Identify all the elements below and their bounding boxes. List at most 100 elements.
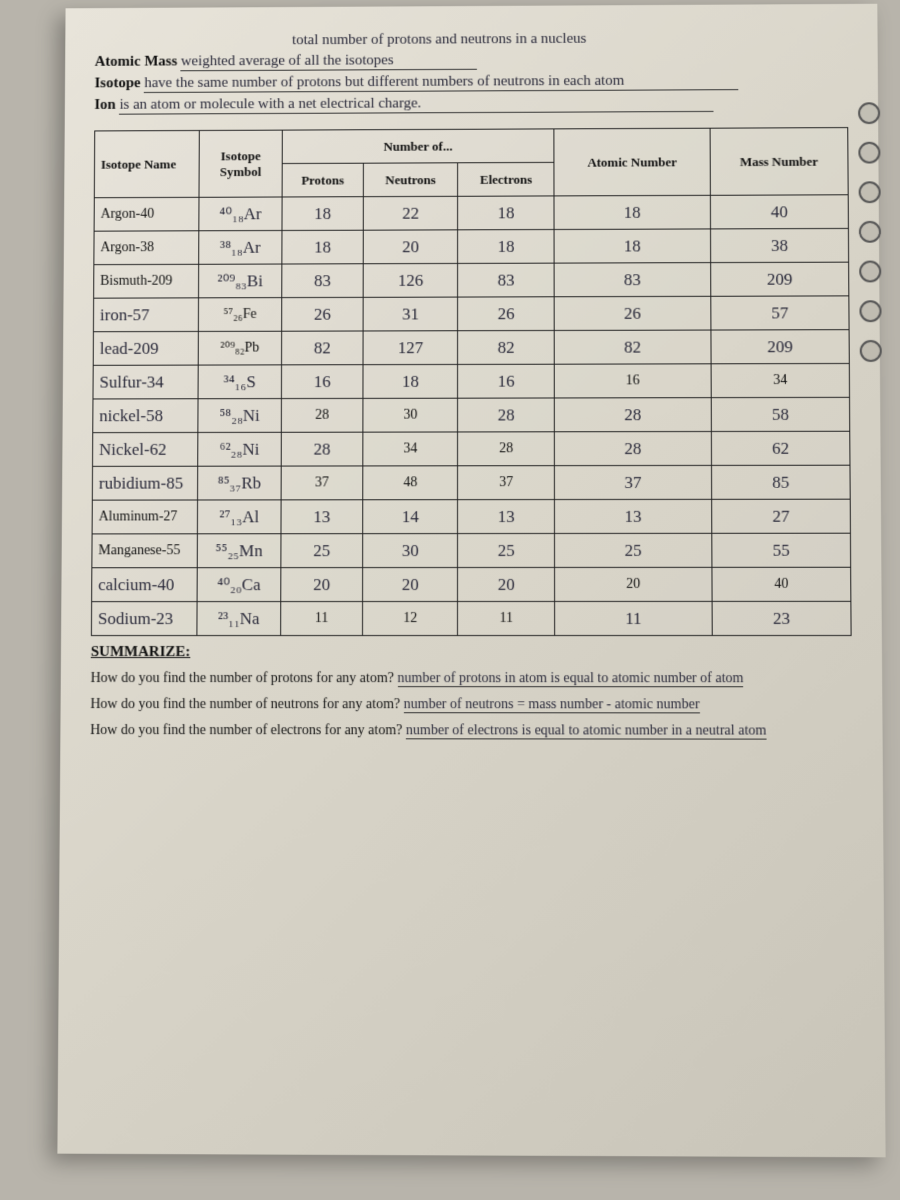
cell-sym: ²³₁₁Na xyxy=(197,602,280,636)
cell-an: 83 xyxy=(554,263,710,297)
table-row: Nickel-62⁶²₂₈Ni2834282862 xyxy=(93,431,850,466)
cell-an: 18 xyxy=(554,229,710,263)
cell-p: 28 xyxy=(281,432,363,466)
table-row: Argon-38³⁸₁₈Ar1820181838 xyxy=(94,228,849,264)
cell-n: 18 xyxy=(363,364,458,398)
cell-mn: 62 xyxy=(711,431,850,465)
cell-an: 26 xyxy=(554,296,710,330)
cell-e: 18 xyxy=(458,229,555,263)
cell-p: 82 xyxy=(281,331,363,365)
cell-p: 37 xyxy=(281,466,363,500)
cell-an: 28 xyxy=(555,398,712,432)
table-row: Manganese-55⁵⁵₂₅Mn2530252555 xyxy=(92,533,851,568)
cell-e: 11 xyxy=(458,601,555,635)
cell-n: 127 xyxy=(363,331,458,365)
table-row: Sulfur-34³⁴₁₆S1618161634 xyxy=(93,363,850,398)
cell-mn: 38 xyxy=(710,228,848,262)
q3-ans: number of electrons is equal to atomic n… xyxy=(406,723,767,739)
th-atomic: Atomic Number xyxy=(554,128,710,196)
th-electrons: Electrons xyxy=(458,162,555,196)
cell-an: 18 xyxy=(554,195,710,229)
cell-n: 126 xyxy=(363,263,457,297)
cell-an: 25 xyxy=(555,533,712,567)
cell-name: Manganese-55 xyxy=(92,534,198,568)
table-row: lead-209²⁰⁹₈₂Pb821278282209 xyxy=(93,330,849,366)
cell-sym: ²⁰⁹₈₃Bi xyxy=(199,264,282,298)
notebook-spiral xyxy=(858,102,890,400)
table-row: rubidium-85⁸⁵₃₇Rb3748373785 xyxy=(92,465,850,500)
cell-name: iron-57 xyxy=(93,298,198,332)
cell-mn: 40 xyxy=(712,567,851,601)
cell-n: 22 xyxy=(363,196,457,230)
cell-n: 20 xyxy=(363,230,457,264)
th-name: Isotope Name xyxy=(94,130,199,197)
cell-p: 83 xyxy=(281,264,363,298)
cell-name: Argon-38 xyxy=(94,231,199,265)
cell-e: 13 xyxy=(458,500,555,534)
table-row: Aluminum-27²⁷₁₃Al1314131327 xyxy=(92,499,850,534)
cell-mn: 27 xyxy=(711,499,850,533)
cell-e: 37 xyxy=(458,466,555,500)
table-body: Argon-40⁴⁰₁₈Ar1822181840Argon-38³⁸₁₈Ar18… xyxy=(91,195,851,636)
cell-e: 20 xyxy=(458,567,555,601)
summarize-section: SUMMARIZE: How do you find the number of… xyxy=(90,644,852,740)
cell-p: 18 xyxy=(282,197,364,231)
cell-p: 28 xyxy=(281,398,363,432)
table-row: Bismuth-209²⁰⁹₈₃Bi831268383209 xyxy=(94,262,849,298)
question-1: How do you find the number of protons fo… xyxy=(91,671,852,687)
cell-e: 28 xyxy=(458,432,555,466)
cell-mn: 58 xyxy=(711,397,850,431)
cell-e: 82 xyxy=(458,330,555,364)
th-numof: Number of... xyxy=(282,129,554,164)
def-row-mass: total number of protons and neutrons in … xyxy=(95,30,848,51)
th-mass: Mass Number xyxy=(710,128,848,196)
cell-sym: ²⁷₁₃Al xyxy=(198,500,281,534)
def-isotope: Isotope have the same number of protons … xyxy=(94,72,847,93)
table-row: iron-57⁵⁷₂₆Fe2631262657 xyxy=(93,296,849,332)
table-row: nickel-58⁵⁸₂₈Ni2830282858 xyxy=(93,397,850,432)
cell-sym: ³⁸₁₈Ar xyxy=(199,230,282,264)
cell-name: Aluminum-27 xyxy=(92,500,198,534)
cell-n: 34 xyxy=(363,432,458,466)
cell-mn: 55 xyxy=(712,533,851,567)
th-protons: Protons xyxy=(282,163,364,197)
ans-isotope: have the same number of protons but diff… xyxy=(144,72,739,93)
cell-name: rubidium-85 xyxy=(92,466,198,500)
cell-p: 18 xyxy=(282,230,364,264)
cell-name: Argon-40 xyxy=(94,197,199,231)
cell-an: 37 xyxy=(555,465,712,499)
cell-mn: 209 xyxy=(710,262,848,296)
cell-an: 16 xyxy=(555,364,711,398)
cell-name: nickel-58 xyxy=(93,399,199,433)
cell-e: 18 xyxy=(458,196,555,230)
cell-p: 20 xyxy=(280,568,362,602)
isotope-table: Isotope Name Isotope Symbol Number of...… xyxy=(91,127,852,636)
th-symbol: Isotope Symbol xyxy=(199,130,282,197)
cell-name: Nickel-62 xyxy=(93,432,199,466)
cell-p: 16 xyxy=(281,365,363,399)
cell-sym: ³⁴₁₆S xyxy=(198,365,281,399)
cell-name: calcium-40 xyxy=(92,568,198,602)
cell-name: Bismuth-209 xyxy=(94,264,199,298)
cell-n: 20 xyxy=(363,568,458,602)
cell-sym: ⁴⁰₁₈Ar xyxy=(199,197,282,231)
cell-an: 11 xyxy=(555,601,712,635)
question-2: How do you find the number of neutrons f… xyxy=(90,697,852,713)
cell-mn: 34 xyxy=(711,363,850,397)
cell-e: 28 xyxy=(458,398,555,432)
label-atomic-mass: Atomic Mass xyxy=(95,54,178,70)
table-row: calcium-40⁴⁰₂₀Ca2020202040 xyxy=(92,567,851,601)
cell-an: 13 xyxy=(555,499,712,533)
cell-e: 16 xyxy=(458,364,555,398)
cell-sym: ²⁰⁹₈₂Pb xyxy=(198,331,281,365)
q1-ans: number of protons in atom is equal to at… xyxy=(397,671,743,687)
cell-sym: ⁵⁵₂₅Mn xyxy=(197,534,280,568)
cell-p: 25 xyxy=(281,534,363,568)
summarize-title: SUMMARIZE: xyxy=(91,644,852,661)
cell-n: 30 xyxy=(363,534,458,568)
ans-atomic-mass: weighted average of all the isotopes xyxy=(181,52,478,71)
def-ion: Ion is an atom or molecule with a net el… xyxy=(94,94,848,115)
cell-mn: 23 xyxy=(712,601,851,635)
cell-name: Sulfur-34 xyxy=(93,365,198,399)
cell-an: 20 xyxy=(555,567,712,601)
